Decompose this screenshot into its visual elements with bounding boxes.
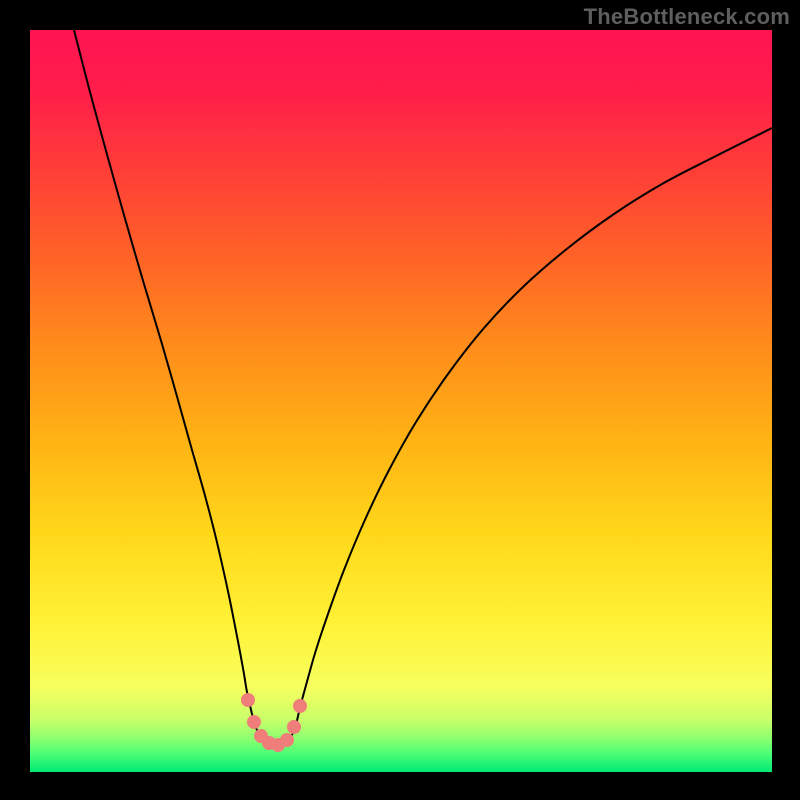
curve-marker [280,733,294,747]
curve-layer [30,30,772,772]
chart-frame: TheBottleneck.com [0,0,800,800]
curve-marker [287,720,301,734]
curve-right-branch [298,128,772,716]
curve-marker [247,715,261,729]
curve-marker [293,699,307,713]
plot-area [30,30,772,772]
curve-marker [241,693,255,707]
curve-markers [241,693,307,752]
curve-left-branch [74,30,252,714]
watermark-text: TheBottleneck.com [584,4,790,30]
